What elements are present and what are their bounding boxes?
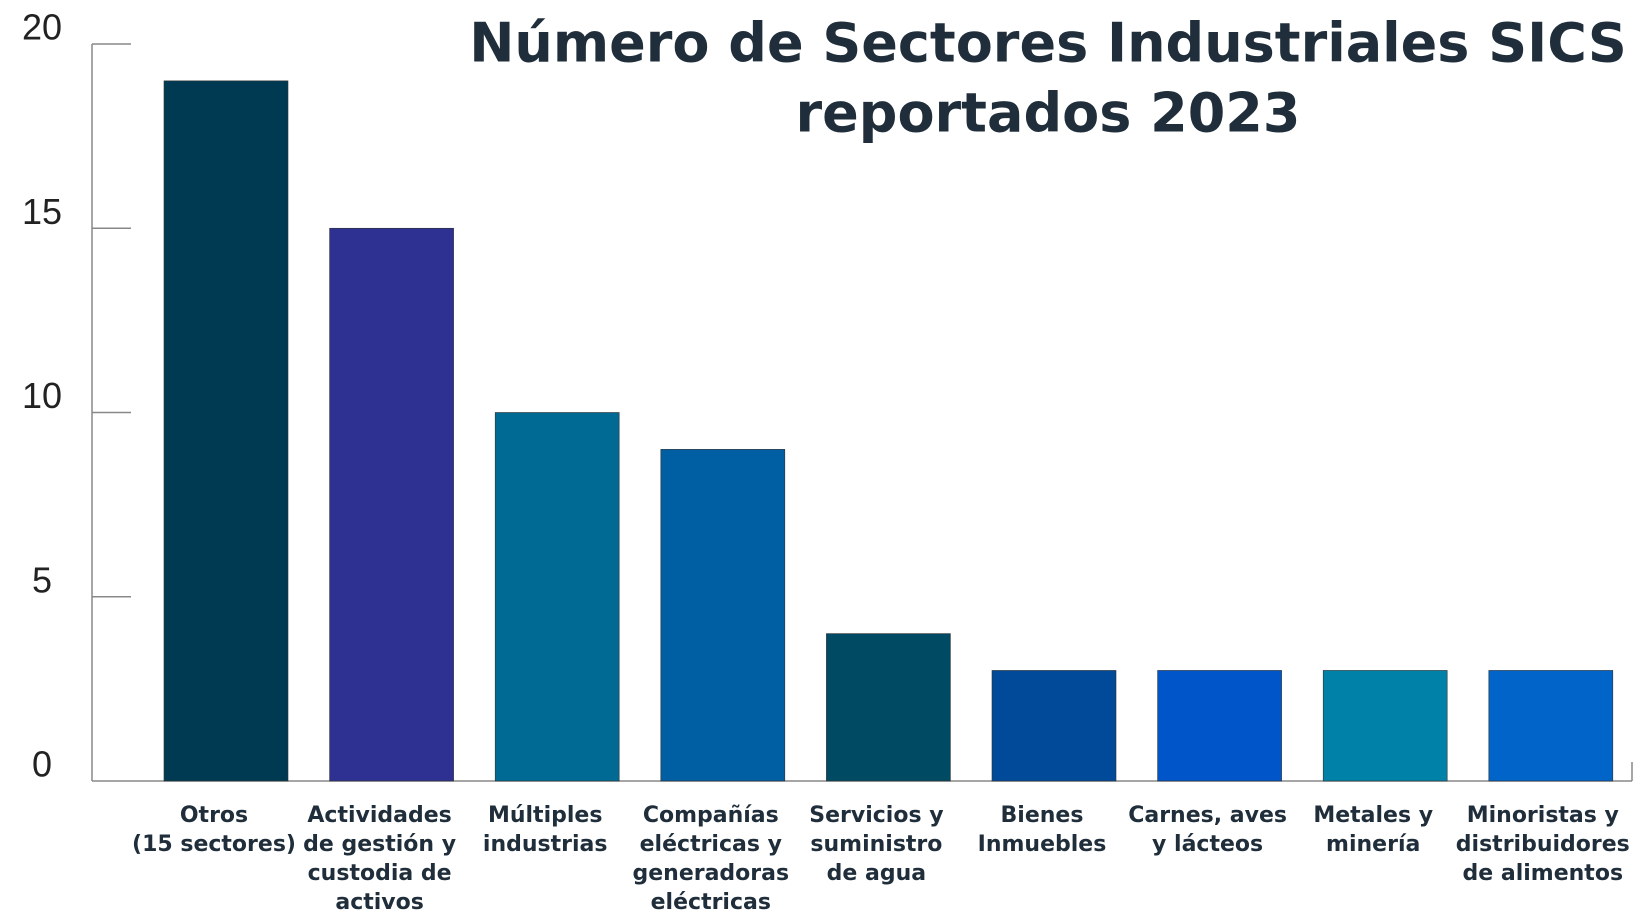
x-tick-label: (15 sectores) xyxy=(132,832,296,857)
bar xyxy=(660,449,786,782)
y-tick-label: 10 xyxy=(22,375,62,416)
bar xyxy=(1157,670,1282,782)
x-tick-label: Bienes xyxy=(1001,803,1084,828)
x-tick-label: Inmuebles xyxy=(978,832,1107,857)
x-tick-label: Servicios y xyxy=(809,803,943,828)
bar xyxy=(1322,670,1448,782)
bar xyxy=(163,80,289,782)
bar xyxy=(991,670,1117,782)
bar xyxy=(826,633,951,782)
x-tick-label: Metales y xyxy=(1313,803,1433,828)
bar xyxy=(494,412,620,782)
x-tick-label: Múltiples xyxy=(488,803,602,828)
x-tick-label: eléctricas y xyxy=(640,832,782,857)
chart-title: reportados 2023 xyxy=(796,82,1301,145)
x-tick-label: Carnes, aves xyxy=(1128,803,1287,828)
bar xyxy=(1488,670,1614,782)
bar xyxy=(329,227,454,782)
y-tick-label: 15 xyxy=(22,191,62,232)
x-tick-label: Otros xyxy=(180,803,248,828)
chart-title: Número de Sectores Industriales SICS xyxy=(469,12,1627,75)
x-tick-label: Minoristas y xyxy=(1467,803,1619,828)
x-tick-label: minería xyxy=(1326,832,1420,857)
x-tick-label: Actividades xyxy=(307,803,451,828)
y-tick-label: 5 xyxy=(32,559,52,600)
x-tick-label: de alimentos xyxy=(1463,861,1624,886)
x-tick-label: distribuidores xyxy=(1456,832,1630,857)
x-tick-label: de agua xyxy=(827,861,926,886)
x-tick-label: de gestión y xyxy=(303,832,456,857)
y-tick-label: 0 xyxy=(32,744,52,785)
x-tick-label: activos xyxy=(335,890,424,913)
x-tick-label: eléctricas xyxy=(651,890,771,913)
x-tick-label: suministro xyxy=(810,832,942,857)
x-tick-label: y lácteos xyxy=(1152,832,1263,857)
x-tick-label: Compañías xyxy=(643,803,779,828)
x-tick-label: generadoras xyxy=(632,861,789,886)
y-tick-label: 20 xyxy=(22,7,62,48)
x-tick-label: custodia de xyxy=(308,861,452,886)
x-tick-label: industrias xyxy=(483,832,608,857)
